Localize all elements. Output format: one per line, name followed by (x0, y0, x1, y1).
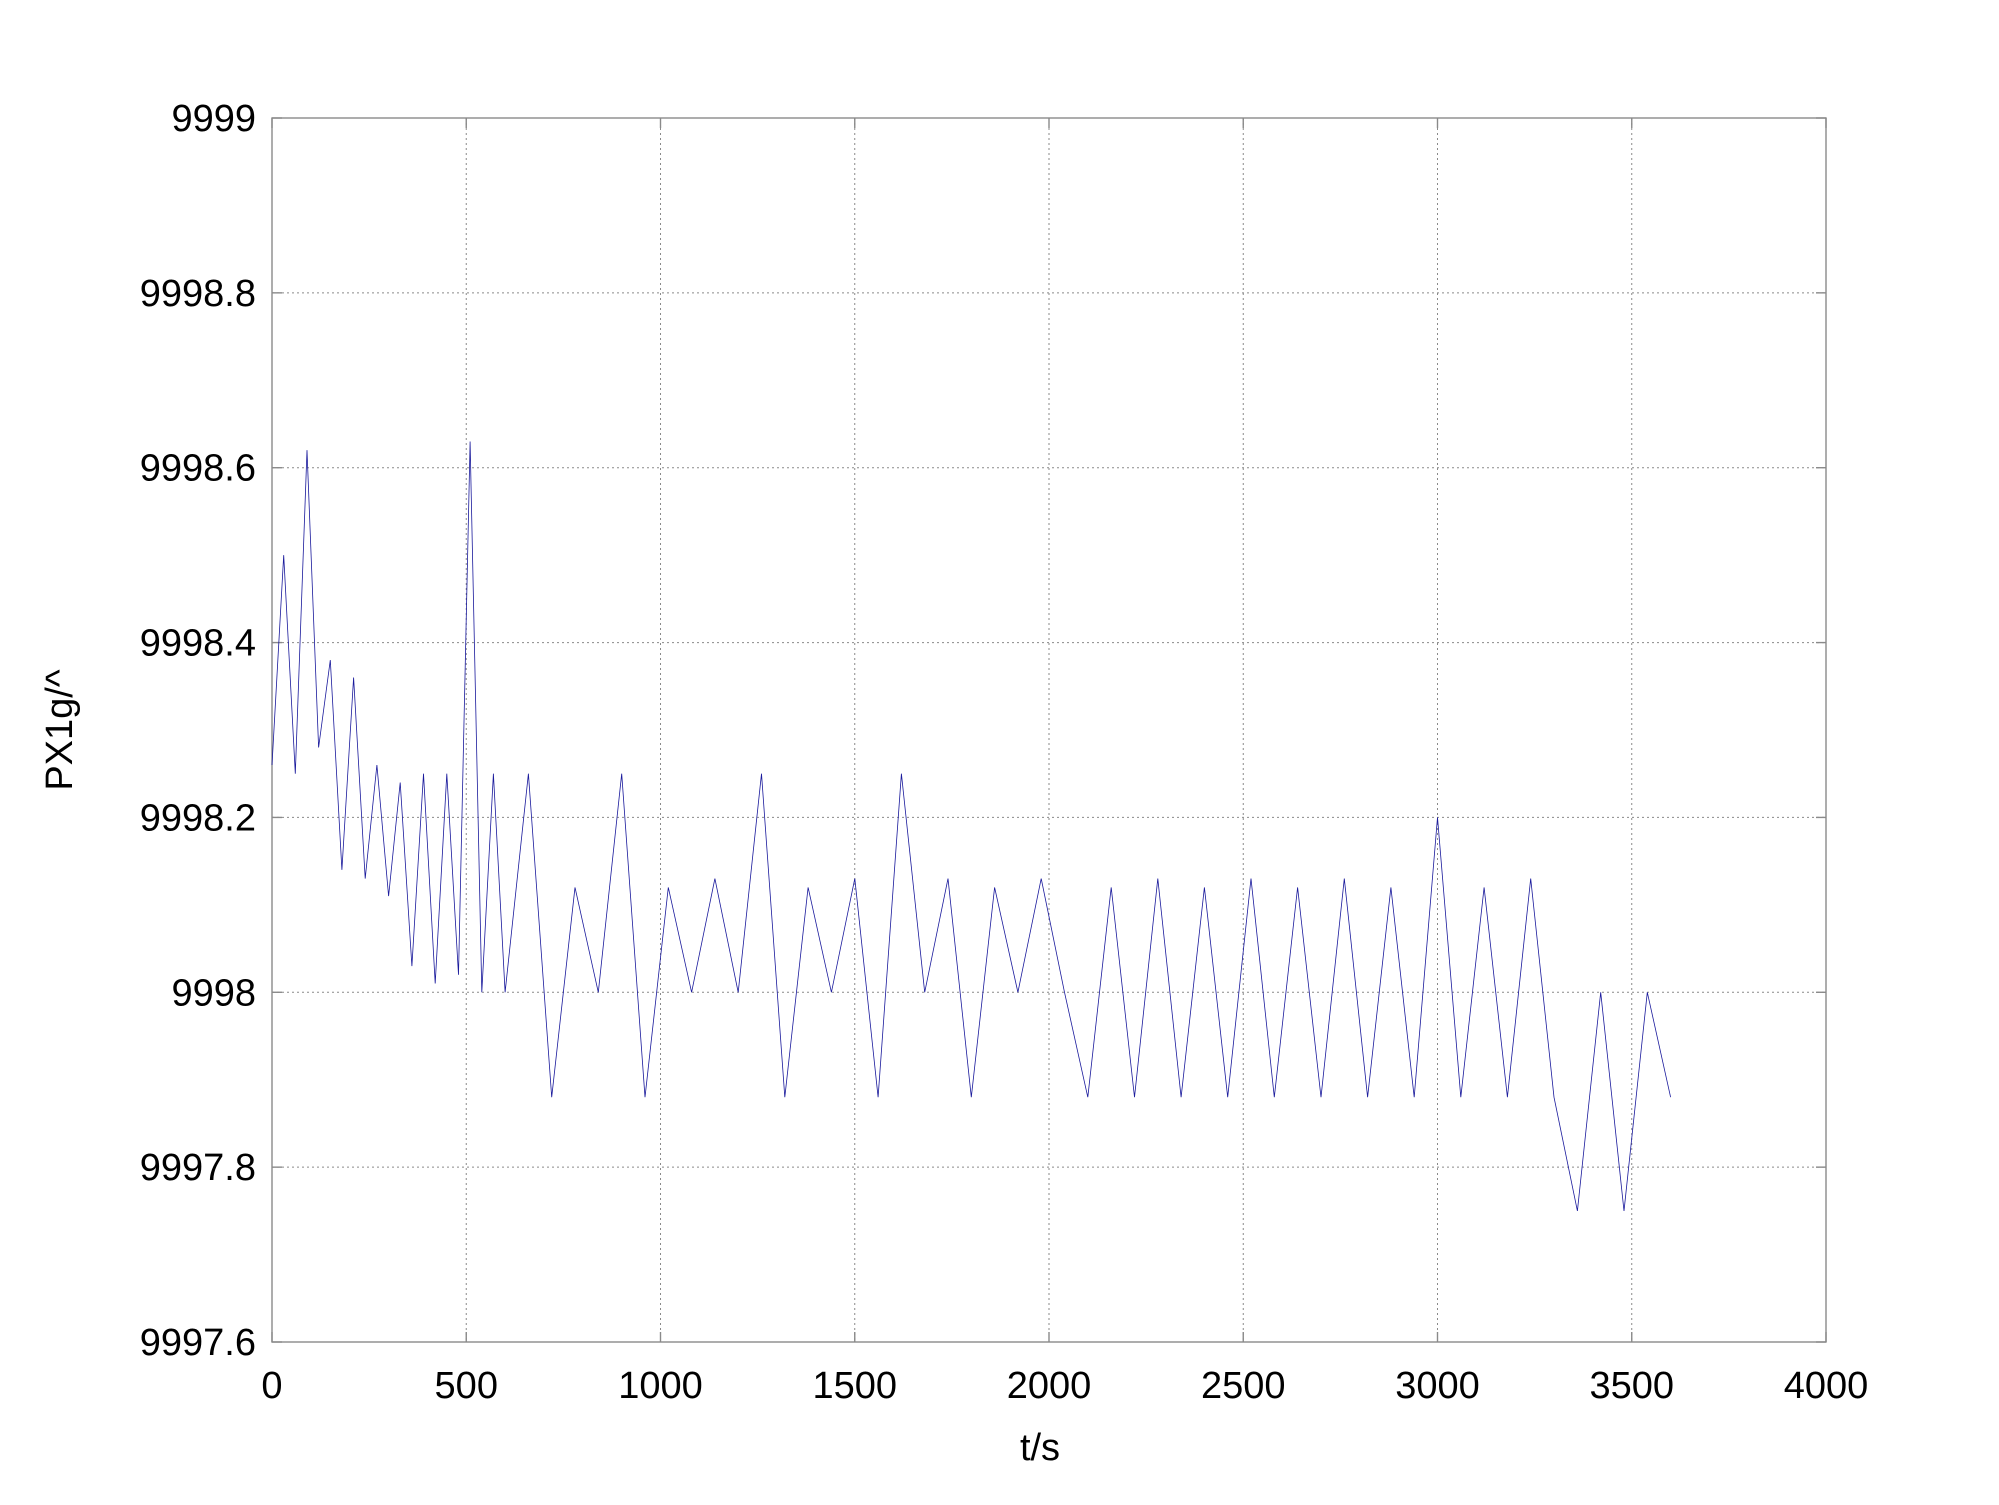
axis-ticks (271, 117, 1827, 1343)
x-tick-label: 2500 (1201, 1365, 1286, 1407)
y-tick-label: 9998.2 (140, 797, 256, 839)
y-axis-title: PX1g/^ (39, 669, 81, 791)
tick-labels: 0 500 1000 1500 2000 2500 3000 3500 4000 9997.6 99… (140, 98, 1869, 1407)
x-axis-title: t/s (1020, 1427, 1060, 1469)
series-line (271, 441, 1671, 1211)
y-tick-label: 9997.6 (140, 1322, 256, 1364)
y-tick-label: 9998.8 (140, 273, 256, 315)
x-tick-label: 2000 (1007, 1365, 1092, 1407)
y-tick-label: 9999 (171, 98, 256, 140)
x-tick-label: 1000 (618, 1365, 703, 1407)
x-tick-label: 1500 (812, 1365, 897, 1407)
y-tick-label: 9998 (171, 972, 256, 1014)
grid (272, 118, 1826, 1342)
y-tick-label: 9998.4 (140, 623, 256, 665)
x-tick-label: 4000 (1784, 1365, 1869, 1407)
series-group (271, 441, 1671, 1211)
x-tick-label: 0 (261, 1365, 282, 1407)
y-tick-label: 9998.6 (140, 448, 256, 490)
y-tick-label: 9997.8 (140, 1147, 256, 1189)
x-tick-label: 3000 (1395, 1365, 1480, 1407)
x-tick-label: 500 (435, 1365, 498, 1407)
x-tick-label: 3500 (1589, 1365, 1674, 1407)
